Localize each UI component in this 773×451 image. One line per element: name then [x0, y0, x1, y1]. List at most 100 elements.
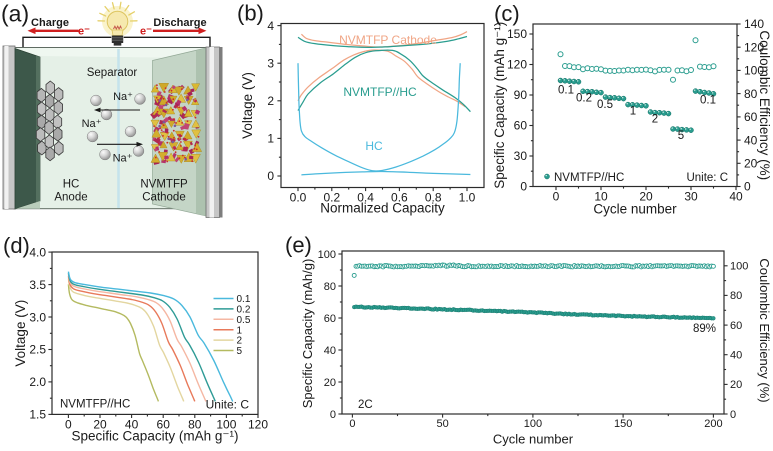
svg-text:5: 5	[237, 346, 243, 357]
svg-text:80: 80	[188, 417, 202, 431]
svg-text:0: 0	[349, 418, 355, 430]
svg-text:0.6: 0.6	[391, 191, 408, 205]
svg-text:0: 0	[267, 169, 274, 183]
svg-text:NVMTFP Cathode: NVMTFP Cathode	[339, 33, 437, 47]
svg-text:Cycle number: Cycle number	[493, 432, 574, 447]
svg-text:3.0: 3.0	[29, 310, 46, 324]
svg-text:0: 0	[553, 190, 560, 204]
svg-text:0.0: 0.0	[290, 191, 307, 205]
svg-text:40: 40	[324, 345, 336, 357]
svg-text:1: 1	[267, 132, 274, 146]
svg-text:100: 100	[318, 249, 336, 261]
svg-text:40: 40	[125, 417, 139, 431]
svg-text:60: 60	[744, 110, 758, 124]
svg-text:20: 20	[324, 377, 336, 389]
svg-text:0.2: 0.2	[237, 305, 251, 316]
svg-text:60: 60	[157, 417, 171, 431]
svg-text:5: 5	[678, 130, 684, 142]
svg-text:80: 80	[744, 87, 758, 101]
svg-text:NVMTFP//HC: NVMTFP//HC	[554, 172, 624, 184]
svg-text:e⁻: e⁻	[140, 25, 152, 37]
svg-text:10: 10	[594, 190, 608, 204]
svg-text:30: 30	[514, 149, 528, 163]
svg-text:(d): (d)	[3, 233, 30, 258]
svg-text:Unite: C: Unite: C	[206, 397, 250, 411]
svg-text:3: 3	[267, 56, 274, 70]
svg-text:90: 90	[514, 88, 528, 102]
svg-text:HC: HC	[63, 179, 80, 191]
svg-text:1: 1	[630, 106, 636, 118]
svg-text:HC: HC	[365, 139, 383, 153]
svg-text:0: 0	[730, 409, 736, 421]
svg-text:1: 1	[237, 325, 243, 336]
svg-text:200: 200	[704, 418, 722, 430]
svg-text:(a): (a)	[1, 1, 29, 27]
svg-text:120: 120	[507, 58, 527, 72]
svg-text:80: 80	[324, 281, 336, 293]
svg-text:0: 0	[330, 409, 336, 421]
svg-text:20: 20	[93, 417, 107, 431]
svg-text:2: 2	[237, 336, 243, 347]
svg-text:1.5: 1.5	[29, 408, 46, 422]
svg-text:Na⁺: Na⁺	[113, 91, 133, 103]
svg-text:0.1: 0.1	[558, 85, 574, 97]
svg-text:120: 120	[744, 40, 764, 54]
svg-text:NVMTFP//HC: NVMTFP//HC	[60, 399, 130, 411]
svg-text:60: 60	[324, 313, 336, 325]
svg-text:0.8: 0.8	[425, 191, 442, 205]
svg-text:2C: 2C	[358, 399, 373, 411]
svg-text:Specific Capacity (mAh g⁻¹): Specific Capacity (mAh g⁻¹)	[492, 22, 507, 189]
svg-text:(c): (c)	[494, 1, 520, 26]
svg-text:150: 150	[614, 418, 632, 430]
svg-text:4: 4	[267, 19, 274, 33]
svg-text:2: 2	[652, 114, 658, 126]
svg-text:Discharge: Discharge	[153, 17, 206, 29]
svg-text:2: 2	[267, 94, 274, 108]
svg-text:Unite: C: Unite: C	[686, 172, 728, 184]
svg-text:0.5: 0.5	[237, 315, 251, 326]
svg-text:20: 20	[744, 156, 758, 170]
svg-text:100: 100	[744, 64, 764, 78]
svg-text:40: 40	[730, 350, 742, 362]
svg-text:Normalized Capacity: Normalized Capacity	[320, 201, 445, 216]
svg-text:Charge: Charge	[31, 17, 69, 29]
svg-text:120: 120	[248, 417, 268, 431]
svg-text:4.0: 4.0	[29, 245, 46, 259]
svg-text:89%: 89%	[693, 323, 716, 335]
svg-text:Coulombic Efficiency (%): Coulombic Efficiency (%)	[757, 30, 772, 180]
svg-text:0.2: 0.2	[323, 191, 340, 205]
svg-text:Separator: Separator	[87, 67, 138, 79]
svg-text:Coulombic Efficiency (%): Coulombic Efficiency (%)	[757, 258, 772, 402]
svg-text:(e): (e)	[285, 233, 312, 258]
svg-text:NVMTFP//HC: NVMTFP//HC	[343, 85, 417, 99]
svg-text:1.0: 1.0	[459, 191, 476, 205]
svg-text:Specific Capacity (mAh g⁻¹): Specific Capacity (mAh g⁻¹)	[72, 428, 239, 443]
svg-text:60: 60	[730, 320, 742, 332]
svg-text:Anode: Anode	[54, 192, 87, 204]
svg-text:0.1: 0.1	[700, 95, 716, 107]
svg-text:2.5: 2.5	[29, 343, 46, 357]
svg-text:40: 40	[744, 133, 758, 147]
svg-text:0.2: 0.2	[576, 93, 592, 105]
svg-text:0.5: 0.5	[597, 99, 613, 111]
svg-text:80: 80	[730, 290, 742, 302]
svg-text:Specific Capacity (mAh/g): Specific Capacity (mAh/g)	[300, 259, 315, 409]
svg-text:0.4: 0.4	[357, 191, 374, 205]
svg-text:Cathode: Cathode	[142, 192, 185, 204]
svg-text:(b): (b)	[237, 1, 264, 26]
svg-text:100: 100	[216, 417, 236, 431]
svg-text:e⁻: e⁻	[78, 25, 90, 37]
svg-text:0: 0	[744, 180, 751, 194]
svg-text:3.5: 3.5	[29, 278, 46, 292]
svg-text:40: 40	[729, 190, 743, 204]
svg-text:60: 60	[514, 119, 528, 133]
svg-text:0: 0	[520, 180, 527, 194]
svg-text:20: 20	[639, 190, 653, 204]
svg-text:NVMTFP: NVMTFP	[140, 179, 188, 191]
svg-text:140: 140	[744, 17, 764, 31]
svg-text:0.1: 0.1	[237, 294, 251, 305]
svg-text:30: 30	[684, 190, 698, 204]
svg-text:Cycle number: Cycle number	[593, 202, 677, 217]
svg-text:20: 20	[730, 379, 742, 391]
svg-text:Na⁺: Na⁺	[82, 118, 102, 130]
